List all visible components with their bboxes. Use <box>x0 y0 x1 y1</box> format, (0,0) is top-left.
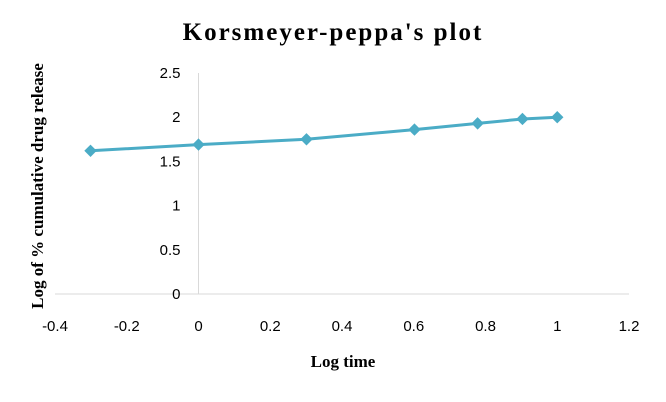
chart-title: Korsmeyer-peppa's plot <box>183 19 484 46</box>
y-axis-title: Log of % cumulative drug release <box>28 63 47 309</box>
data-point-marker <box>84 144 97 157</box>
data-point-marker <box>300 133 313 146</box>
x-tick-label: 0.4 <box>332 318 353 335</box>
data-point-marker <box>471 117 484 130</box>
data-point-marker <box>192 138 205 151</box>
y-tick-label: 0 <box>172 286 180 303</box>
series-line <box>90 115 558 153</box>
y-tick-label: 1.5 <box>160 153 181 170</box>
data-point-marker <box>516 112 529 126</box>
x-tick-label: 0.6 <box>403 318 424 335</box>
plot-area: -0.4 -0.2 0 0.2 0.4 0.6 0.8 1 1.2 0 0.5 1 1.5 2 2.5 <box>42 65 639 335</box>
x-tick-label: -0.2 <box>114 318 140 335</box>
x-tick-label: 0.8 <box>475 318 496 335</box>
y-tick-label: 2.5 <box>160 65 181 82</box>
x-axis-title: Log time <box>311 352 376 371</box>
x-tick-label: 1 <box>553 318 561 335</box>
data-point-marker <box>408 123 421 136</box>
y-tick-label: 0.5 <box>160 242 181 259</box>
x-tick-label: 0.2 <box>260 318 281 335</box>
y-tick-label: 1 <box>172 198 180 215</box>
x-tick-label: -0.4 <box>42 318 68 335</box>
x-tick-label: 1.2 <box>619 318 640 335</box>
y-tick-label: 2 <box>172 109 180 126</box>
data-point-marker <box>551 110 564 124</box>
x-tick-label: 0 <box>194 318 202 335</box>
